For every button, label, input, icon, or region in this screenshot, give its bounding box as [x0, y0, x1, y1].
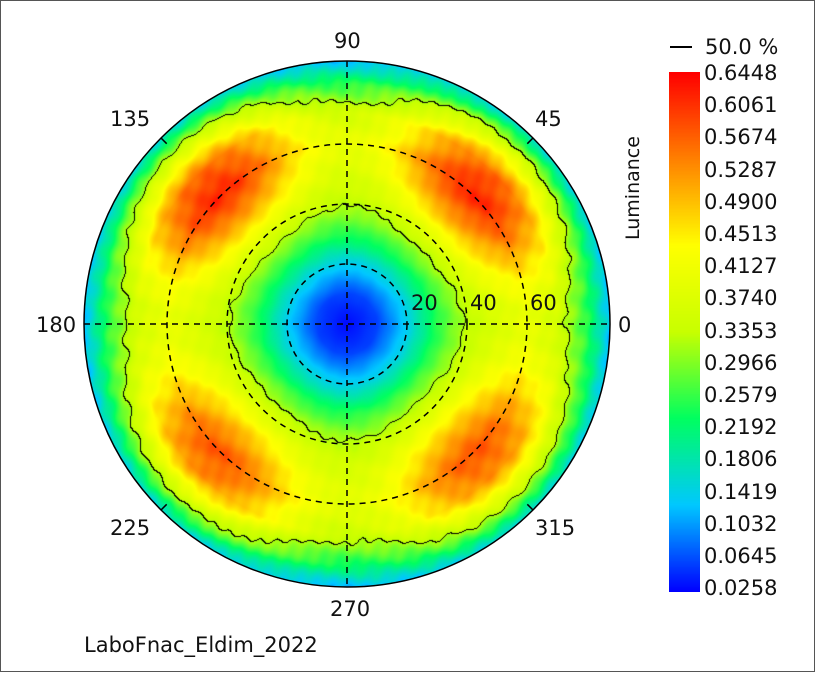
colorbar-tick: 0.0258: [704, 576, 778, 601]
colorbar-tick: 0.2579: [704, 383, 778, 407]
colorbar-tick: 0.6061: [704, 93, 778, 118]
colorbar-tick: 0.4127: [704, 254, 778, 279]
footer-label: LaboFnac_Eldim_2022: [84, 633, 318, 657]
polar-heatmap: [84, 61, 610, 587]
colorbar-tick: 0.3353: [704, 318, 778, 343]
colorbar-tick: 0.6448: [704, 61, 778, 85]
colorbar: [669, 72, 700, 592]
colorbar-tick: 0.2192: [704, 415, 778, 440]
colorbar-tick: 0.5674: [704, 125, 778, 150]
diagonal-tick: [160, 503, 168, 511]
angle-label-90: 90: [334, 29, 361, 53]
angle-label-45: 45: [535, 107, 562, 131]
colorbar-tick: 0.4900: [704, 189, 778, 214]
angle-label-270: 270: [330, 597, 371, 621]
colorbar-tick: 0.0645: [704, 544, 778, 568]
radial-label-60: 60: [530, 291, 557, 315]
colorbar-tick: 0.1032: [704, 511, 778, 536]
colorbar-tick: 0.2966: [704, 350, 778, 375]
contour-legend-line: [670, 46, 692, 48]
contour-legend-label: 50.0 %: [705, 35, 779, 59]
angle-label-315: 315: [535, 516, 576, 540]
colorbar-tick: 0.4513: [704, 222, 778, 246]
angle-label-0: 0: [618, 313, 632, 337]
radial-label-20: 20: [411, 291, 438, 315]
diagonal-tick: [526, 503, 534, 511]
angle-label-225: 225: [110, 516, 151, 540]
colorbar-tick: 0.3740: [704, 286, 778, 311]
diagonal-tick: [160, 137, 168, 145]
angle-label-135: 135: [110, 107, 151, 131]
colorbar-title: Luminance: [622, 136, 644, 240]
radial-label-40: 40: [470, 291, 497, 315]
angle-label-180: 180: [36, 313, 77, 337]
colorbar-tick: 0.1806: [704, 447, 778, 472]
colorbar-tick: 0.1419: [704, 479, 778, 504]
colorbar-tick: 0.5287: [704, 157, 778, 182]
diagonal-tick: [526, 137, 534, 145]
